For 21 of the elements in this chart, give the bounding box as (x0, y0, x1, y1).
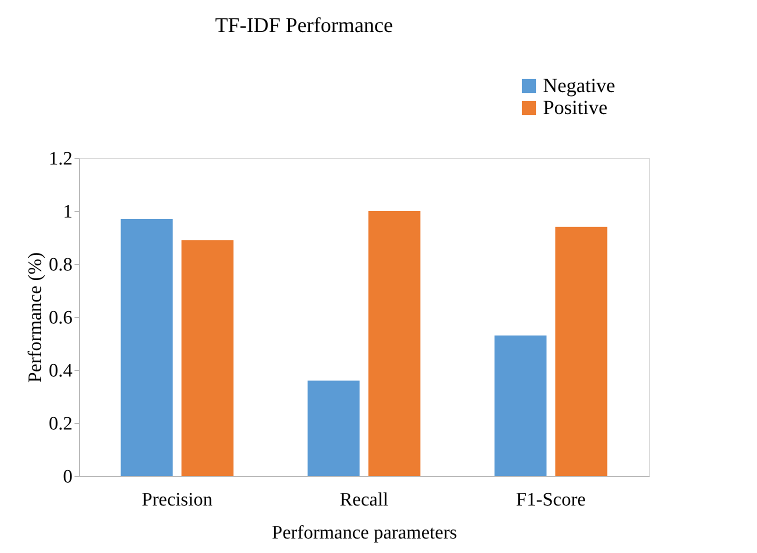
bar (120, 218, 173, 476)
bar (308, 380, 360, 476)
y-tick-label: 0.2 (48, 414, 72, 434)
y-tick-label: 0.4 (48, 360, 73, 382)
chart-title: TF-IDF Performance (215, 13, 393, 37)
x-tick-label: Recall (340, 490, 388, 510)
bar (555, 226, 608, 476)
y-tick-label: 1.2 (48, 148, 72, 170)
bar (181, 240, 234, 476)
y-tick-label: 0 (63, 466, 72, 488)
x-tick-label: Precision (142, 490, 213, 510)
bar (368, 211, 420, 476)
y-tick-label: 1 (63, 202, 72, 222)
legend-label: Positive (543, 97, 608, 119)
x-axis-title: Performance parameters (272, 522, 458, 544)
bar (494, 336, 547, 476)
y-tick-label: 0.8 (48, 254, 72, 276)
x-tick-label: F1-Score (516, 490, 586, 510)
y-axis-title: Performance (%) (24, 252, 46, 383)
y-tick-label: 0.6 (48, 308, 72, 328)
legend-label: Negative (543, 75, 616, 97)
